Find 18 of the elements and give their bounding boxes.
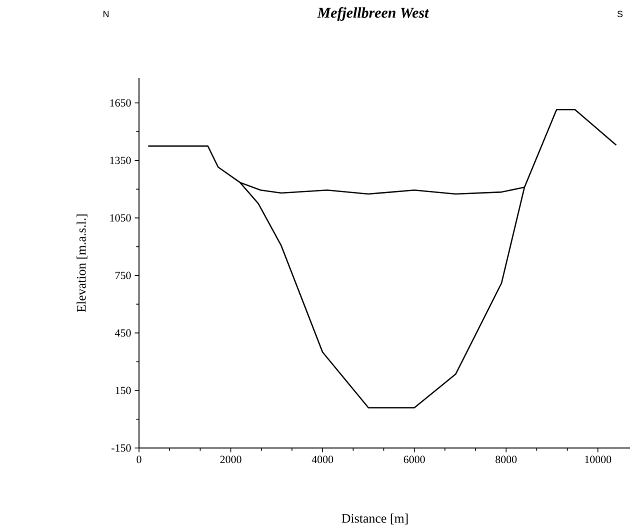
y-axis-title: Elevation [m.a.s.l.] <box>76 214 88 312</box>
chart-title: Mefjellbreen West <box>317 7 430 21</box>
y-tick-label: 150 <box>116 386 131 394</box>
x-tick-label: 4000 <box>312 456 334 464</box>
x-tick-label: 6000 <box>404 456 425 464</box>
text: N <box>104 10 109 18</box>
y-tick-label: 1050 <box>110 214 131 222</box>
x-tick-label: 2000 <box>220 456 242 464</box>
x-tick-label: 8000 <box>496 456 517 464</box>
y-tick-label: -150 <box>112 444 131 452</box>
text: S <box>617 10 623 18</box>
y-tick-label: 750 <box>116 272 131 280</box>
x-tick-label: 10000 <box>585 456 612 464</box>
x-tick-label: 0 <box>136 456 142 464</box>
y-tick-label: 1650 <box>110 99 131 107</box>
y-tick-label: 1350 <box>110 156 131 164</box>
y-tick-label: 450 <box>115 329 131 337</box>
x-axis-title: Distance [m] <box>342 514 408 524</box>
